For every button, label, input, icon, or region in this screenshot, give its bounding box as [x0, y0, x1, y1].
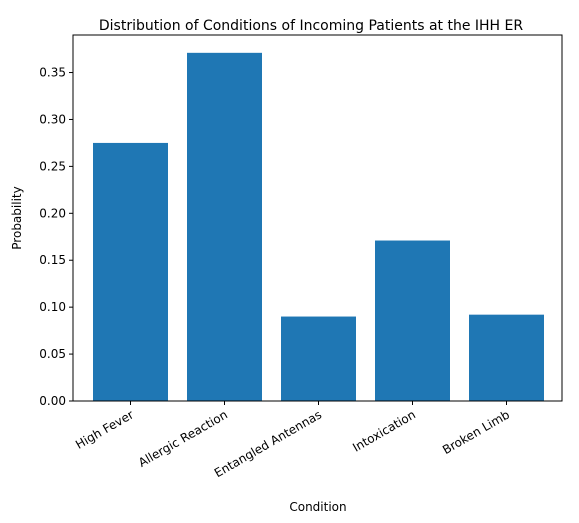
bar-high-fever	[93, 142, 168, 401]
y-tick-label: 0.20	[39, 206, 66, 220]
y-tick-label: 0.25	[39, 159, 66, 173]
y-tick-label: 0.00	[39, 394, 66, 408]
bar-entangled-antennas	[281, 316, 356, 401]
x-tick-label: Intoxication	[350, 407, 418, 454]
bar-broken-limb	[469, 314, 544, 401]
plot-frame	[72, 34, 563, 402]
y-axis: 0.00 0.05 0.10 0.15 0.20 0.25 0.30 0.35	[39, 66, 73, 408]
y-tick-label: 0.35	[39, 66, 66, 80]
y-tick-label: 0.30	[39, 112, 66, 126]
x-tick-label: High Fever	[73, 407, 136, 451]
x-tick-label: Broken Limb	[440, 407, 512, 457]
y-tick-label: 0.10	[39, 300, 66, 314]
bars-group	[93, 52, 544, 401]
y-tick-label: 0.05	[39, 347, 66, 361]
y-axis-label: Probability	[10, 186, 24, 249]
chart-title: Distribution of Conditions of Incoming P…	[99, 18, 523, 34]
x-tick-label: Allergic Reaction	[136, 407, 230, 469]
y-tick-label: 0.15	[39, 253, 66, 267]
x-axis-label: Condition	[289, 500, 346, 514]
bar-allergic-reaction	[187, 52, 262, 401]
bar-intoxication	[375, 240, 450, 401]
